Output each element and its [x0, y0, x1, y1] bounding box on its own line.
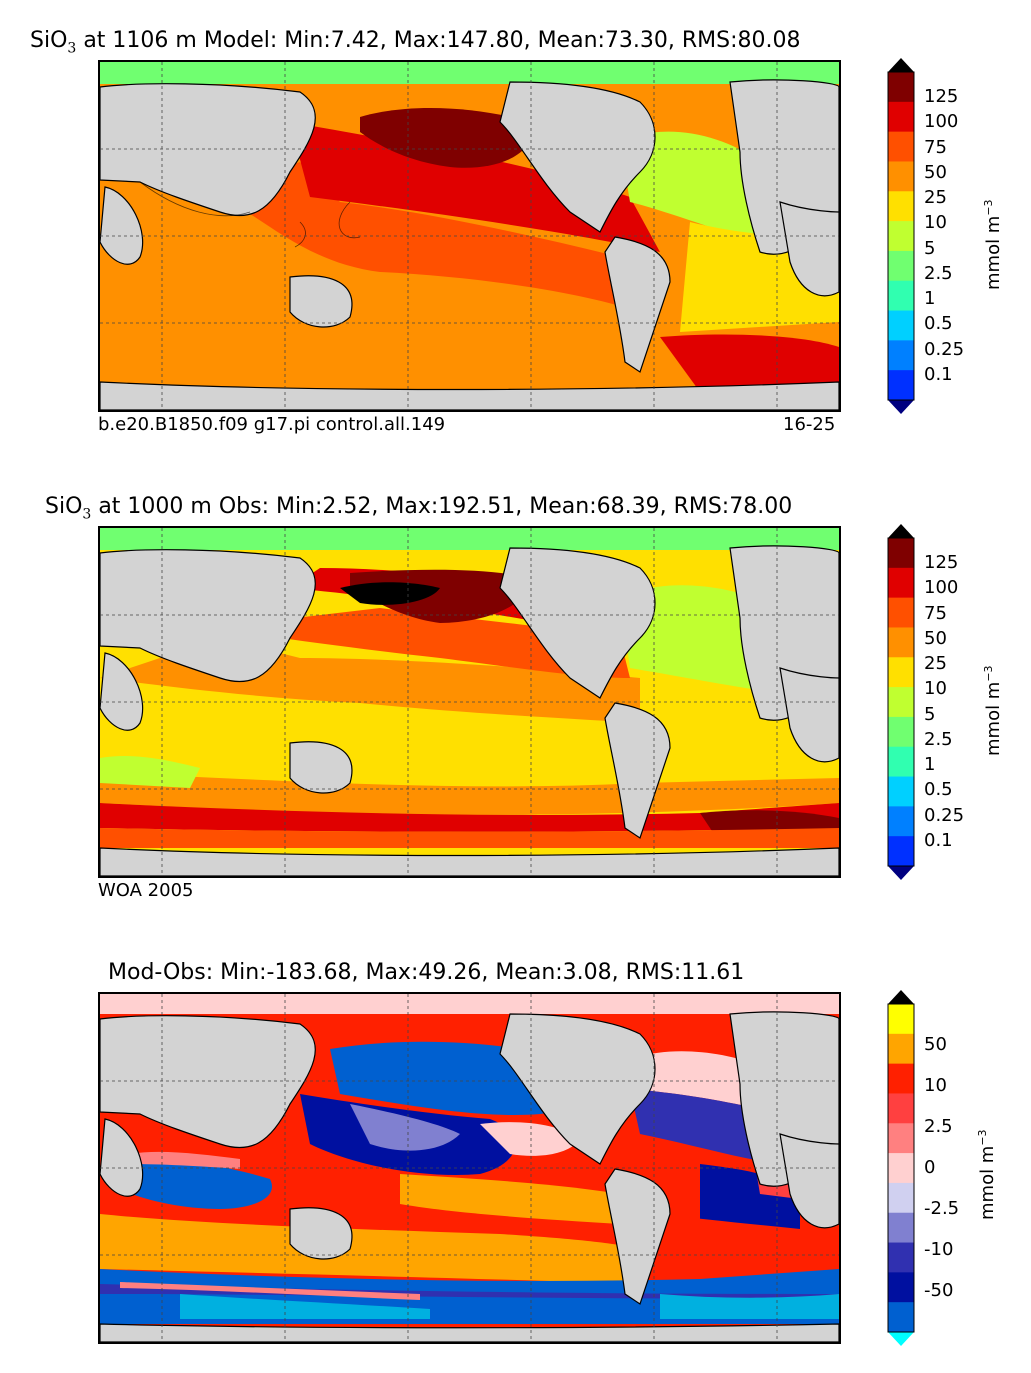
colorbar-tick-label: 0.1 — [924, 829, 953, 851]
colorbar-segment — [888, 1093, 914, 1124]
panel2-colorbar — [887, 524, 915, 880]
colorbar-segment — [888, 716, 914, 748]
colorbar-tick-label: 50 — [924, 161, 947, 183]
panel2-title: SiO3 at 1000 m Obs: Min:2.52, Max:192.51… — [45, 494, 792, 522]
colorbar-tick-label: 50 — [924, 1034, 947, 1055]
panel2-map — [98, 526, 841, 878]
colorbar-tick-label: 50 — [924, 627, 947, 649]
colorbar-segment — [888, 1242, 914, 1273]
colorbar-tick-label: 0.5 — [924, 313, 953, 335]
colorbar-segment — [888, 1182, 914, 1214]
panel3-title: Mod-Obs: Min:-183.68, Max:49.26, Mean:3.… — [108, 960, 744, 985]
colorbar-tick-label: 125 — [924, 552, 959, 574]
colorbar-segment — [888, 280, 914, 312]
colorbar-tick-label: 5 — [924, 237, 936, 259]
colorbar-extend-bottom — [888, 866, 914, 880]
panel1-colorbar — [887, 58, 915, 414]
colorbar-extend-bottom — [888, 400, 914, 414]
colorbar-outline — [887, 1003, 915, 1333]
colorbar-tick-label: 0.1 — [924, 363, 953, 385]
panel1-title-rest: at 1106 m Model: Min:7.42, Max:147.80, M… — [76, 28, 801, 53]
panel1-caption-left: b.e20.B1850.f09 g17.pi control.all.149 — [98, 414, 446, 435]
colorbar-extend-bottom — [888, 1332, 914, 1346]
panel2-caption-left: WOA 2005 — [98, 880, 194, 901]
colorbar-segment — [888, 1063, 914, 1094]
colorbar-extend-top — [888, 58, 914, 72]
colorbar-outline — [887, 537, 915, 867]
colorbar-segment — [888, 597, 914, 628]
colorbar-tick-label: 10 — [924, 1075, 947, 1096]
colorbar-segment — [888, 1302, 914, 1333]
colorbar-segment — [888, 567, 914, 599]
colorbar-tick-label: 2.5 — [924, 728, 953, 750]
panel2-colorbar-unit: mmol m−3 — [982, 665, 1004, 756]
panel1-title-sub: 3 — [67, 40, 77, 57]
colorbar-segment — [888, 131, 914, 162]
panel2-title-rest: at 1000 m Obs: Min:2.52, Max:192.51, Mea… — [91, 494, 793, 519]
colorbar-segment — [888, 1123, 914, 1154]
colorbar-extend-top — [888, 990, 914, 1004]
panel1-colorbar-svg — [887, 58, 915, 414]
colorbar-segment — [888, 1033, 914, 1065]
colorbar-segment — [888, 836, 914, 867]
colorbar-segment — [888, 310, 914, 341]
colorbar-segment — [888, 776, 914, 807]
colorbar-tick-label: 75 — [924, 602, 947, 624]
panel1-colorbar-unit: mmol m−3 — [982, 199, 1004, 290]
panel2-title-prefix: SiO — [45, 494, 83, 519]
colorbar-tick-label: 2.5 — [924, 262, 953, 284]
colorbar-segment — [888, 1004, 914, 1035]
colorbar-outline — [887, 71, 915, 401]
colorbar-extend-top — [888, 524, 914, 538]
panel1-title-prefix: SiO — [30, 28, 68, 53]
colorbar-tick-label: 0 — [924, 1157, 936, 1178]
panel3-map — [98, 992, 841, 1344]
colorbar-segment — [888, 191, 914, 222]
colorbar-segment — [888, 687, 914, 718]
colorbar-tick-label: 1 — [924, 288, 936, 310]
colorbar-tick-label: 0.25 — [924, 804, 965, 826]
colorbar-tick-label: 10 — [924, 678, 947, 700]
colorbar-tick-label: 10 — [924, 212, 947, 234]
colorbar-tick-label: 100 — [924, 577, 959, 599]
colorbar-segment — [888, 1153, 914, 1184]
panel2-title-sub: 3 — [82, 506, 92, 523]
colorbar-tick-label: 25 — [924, 187, 947, 209]
colorbar-segment — [888, 101, 914, 133]
colorbar-segment — [888, 1212, 914, 1244]
colorbar-tick-label: 5 — [924, 703, 936, 725]
colorbar-segment — [888, 627, 914, 658]
colorbar-segment — [888, 538, 914, 569]
panel1-map — [98, 60, 841, 412]
colorbar-segment — [888, 221, 914, 252]
colorbar-tick-label: -50 — [924, 1280, 954, 1301]
colorbar-tick-label: -10 — [924, 1239, 954, 1260]
panel3-title-text: Mod-Obs: Min:-183.68, Max:49.26, Mean:3.… — [108, 960, 745, 985]
colorbar-segment — [888, 161, 914, 192]
panel3-colorbar — [887, 990, 915, 1346]
colorbar-tick-label: 0.5 — [924, 779, 953, 801]
colorbar-tick-label: -2.5 — [924, 1198, 960, 1219]
colorbar-segment — [888, 746, 914, 778]
colorbar-tick-label: 125 — [924, 86, 959, 108]
colorbar-segment — [888, 72, 914, 103]
panel1-title: SiO3 at 1106 m Model: Min:7.42, Max:147.… — [30, 28, 801, 56]
colorbar-segment — [888, 340, 914, 371]
colorbar-segment — [888, 250, 914, 282]
colorbar-tick-label: 2.5 — [924, 1116, 953, 1137]
colorbar-tick-label: 1 — [924, 754, 936, 776]
colorbar-segment — [888, 806, 914, 837]
colorbar-tick-label: 100 — [924, 111, 959, 133]
panel1-caption-right: 16-25 — [783, 414, 836, 435]
colorbar-segment — [888, 1272, 914, 1303]
colorbar-tick-label: 0.25 — [924, 338, 965, 360]
panel2-colorbar-svg — [887, 524, 915, 880]
panel3-colorbar-svg — [887, 990, 915, 1346]
colorbar-tick-label: 25 — [924, 653, 947, 675]
panel3-colorbar-unit: mmol m−3 — [976, 1129, 998, 1220]
colorbar-segment — [888, 657, 914, 688]
colorbar-segment — [888, 370, 914, 401]
colorbar-tick-label: 75 — [924, 136, 947, 158]
